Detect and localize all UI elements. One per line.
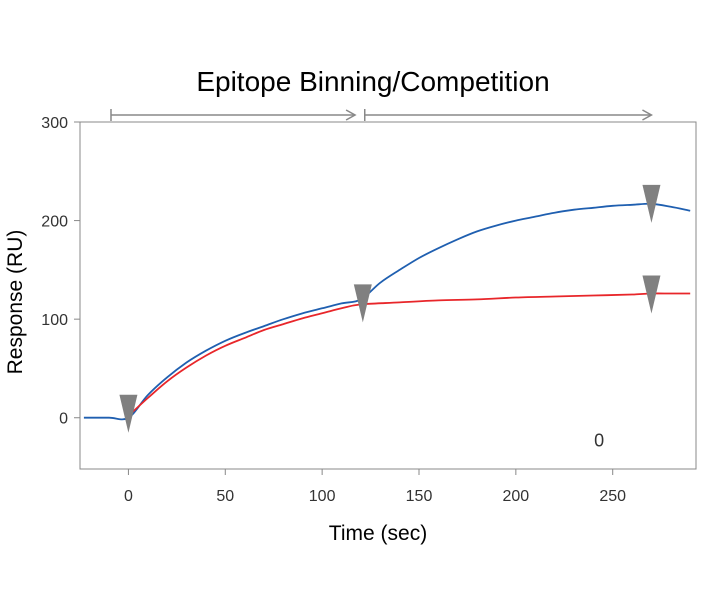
y-tick-label: 200 — [41, 214, 68, 231]
event-marker — [119, 394, 138, 433]
series-line-2 — [127, 292, 691, 417]
x-axis-label: Time (sec) — [329, 522, 427, 545]
annotation-label: 0 — [594, 430, 604, 450]
y-axis-label: Response (RU) — [4, 230, 27, 375]
x-tick-label: 250 — [599, 488, 626, 505]
phase-arrow-head — [642, 109, 653, 121]
y-tick-label: 0 — [59, 411, 68, 428]
x-tick-label: 200 — [502, 488, 529, 505]
plot-frame — [79, 121, 697, 470]
event-marker — [353, 284, 372, 323]
event-marker — [642, 184, 661, 223]
x-tick-label: 50 — [216, 488, 234, 505]
x-tick-label: 150 — [406, 488, 433, 505]
y-tick-label: 100 — [41, 312, 68, 329]
phase-arrows — [110, 109, 653, 121]
series-layer — [83, 202, 691, 421]
axis-ticks: 0 50 100 150 200 250 0 100 200 300 — [41, 115, 626, 505]
y-tick-label: 300 — [41, 115, 68, 132]
chart-title: Epitope Binning/Competition — [196, 66, 549, 97]
x-tick-label: 0 — [124, 488, 133, 505]
event-marker — [642, 275, 661, 314]
marker-layer — [119, 184, 661, 433]
x-tick-label: 100 — [309, 488, 336, 505]
series-line-1 — [83, 202, 691, 421]
phase-arrow-head — [345, 109, 357, 121]
